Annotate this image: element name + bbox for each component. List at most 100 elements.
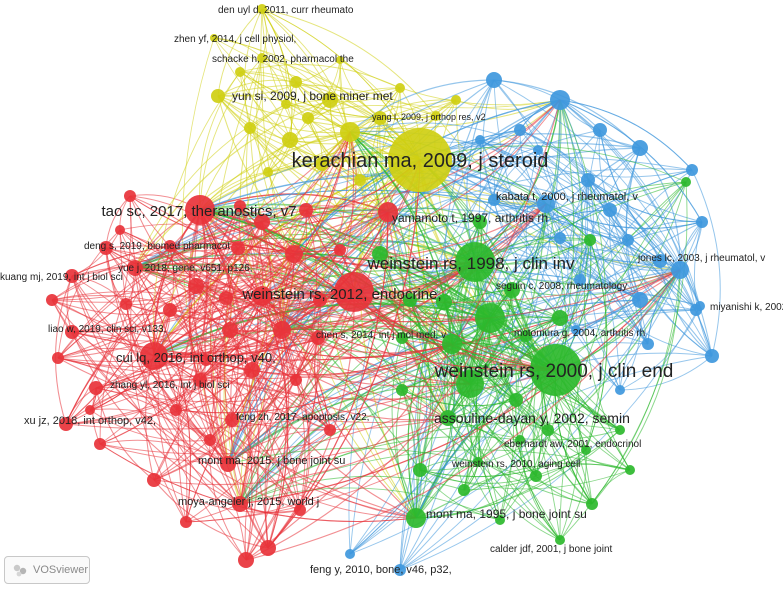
network-node[interactable] [456,370,484,398]
network-node[interactable] [170,404,182,416]
network-node[interactable] [475,303,505,333]
network-node[interactable] [322,92,338,108]
network-node[interactable] [530,470,542,482]
network-node[interactable] [334,244,346,256]
network-node[interactable] [593,123,607,137]
node-moya[interactable] [232,496,248,512]
node-taosc[interactable] [185,195,215,225]
node-schacke[interactable] [257,53,267,63]
network-node[interactable] [552,310,568,326]
network-node[interactable] [299,203,313,217]
network-node[interactable] [681,177,691,187]
node-weinstein2000[interactable] [530,344,582,396]
network-node[interactable] [290,76,302,88]
network-node[interactable] [340,122,360,142]
network-node[interactable] [413,463,427,477]
network-node[interactable] [52,352,64,364]
network-node[interactable] [533,145,543,155]
node-eberhardt[interactable] [515,435,525,445]
network-node[interactable] [235,67,245,77]
network-node[interactable] [273,321,291,339]
network-node[interactable] [311,331,325,345]
network-node[interactable] [451,95,461,105]
network-node[interactable] [313,293,327,307]
node-yangl[interactable] [431,111,441,121]
network-node[interactable] [345,549,355,559]
node-cuilq[interactable] [140,342,168,370]
network-node[interactable] [475,135,485,145]
node-weinstein1998[interactable] [455,242,495,282]
node-yunsi[interactable] [211,89,225,103]
network-node[interactable] [615,385,625,395]
network-node[interactable] [632,140,648,156]
network-node[interactable] [586,498,598,510]
network-node[interactable] [164,240,176,252]
network-node[interactable] [581,445,591,455]
node-xujz[interactable] [59,417,73,431]
network-node[interactable] [231,241,245,255]
node-montma1995[interactable] [406,508,426,528]
node-weinstein2012[interactable] [334,272,374,312]
network-node[interactable] [395,83,405,93]
network-node[interactable] [603,203,617,217]
network-node[interactable] [120,298,132,310]
network-node[interactable] [263,167,273,177]
node-fengy[interactable] [394,564,406,576]
node-motomura[interactable] [520,330,532,342]
network-node[interactable] [252,286,272,306]
node-dengs[interactable] [99,241,113,255]
network-node[interactable] [234,200,246,212]
network-node[interactable] [46,294,58,306]
node-weinstein2010[interactable] [473,457,483,467]
node-assouline[interactable] [440,410,456,426]
network-node[interactable] [686,164,698,176]
network-node[interactable] [336,56,344,64]
network-node[interactable] [622,234,634,246]
network-node[interactable] [403,293,417,307]
network-node[interactable] [193,373,207,387]
network-node[interactable] [219,291,233,305]
network-node[interactable] [294,504,306,516]
network-node[interactable] [504,282,520,298]
network-node[interactable] [571,325,581,335]
network-node[interactable] [514,124,526,136]
network-node[interactable] [550,90,570,110]
node-joneslc[interactable] [653,254,667,268]
network-node[interactable] [615,425,625,435]
network-node[interactable] [442,334,462,354]
network-node[interactable] [642,338,654,350]
network-node[interactable] [695,301,705,311]
node-kuangmj[interactable] [65,269,79,283]
network-node[interactable] [396,384,408,396]
network-node[interactable] [671,261,689,279]
node-chens[interactable] [396,332,408,344]
network-node[interactable] [222,322,238,338]
node-fengzh[interactable] [225,413,239,427]
network-node[interactable] [244,362,260,378]
network-node[interactable] [188,278,204,294]
network-node[interactable] [147,473,161,487]
network-node[interactable] [254,214,270,230]
network-node[interactable] [473,215,487,229]
network-node[interactable] [574,274,586,286]
network-node[interactable] [260,540,276,556]
network-node[interactable] [324,424,336,436]
node-montma2015[interactable] [220,456,236,472]
network-node[interactable] [705,349,719,363]
network-node[interactable] [281,99,291,109]
node-yamamoto[interactable] [378,202,398,222]
network-node[interactable] [124,190,136,202]
node-calder[interactable] [555,535,565,545]
network-node[interactable] [94,438,106,450]
network-node[interactable] [204,434,216,446]
network-node[interactable] [163,303,177,317]
network-node[interactable] [696,216,708,228]
node-kerachian[interactable] [388,128,452,192]
network-node[interactable] [495,515,505,525]
network-node[interactable] [302,112,314,124]
network-node[interactable] [436,294,452,310]
node-denuyl[interactable] [257,4,267,14]
network-node[interactable] [115,225,125,235]
node-zhangyl[interactable] [89,381,103,395]
network-node[interactable] [315,157,329,171]
